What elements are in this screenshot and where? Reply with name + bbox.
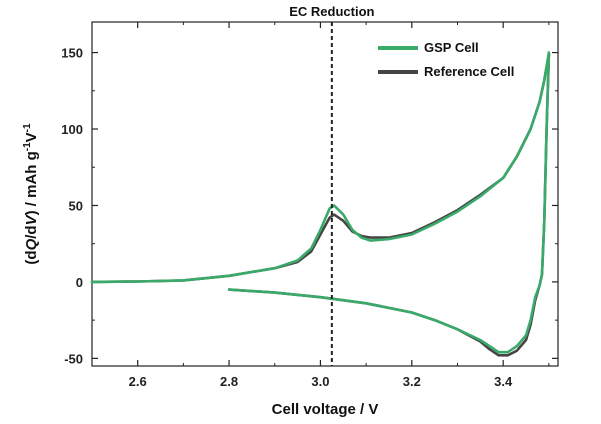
y-title-sup-1: -1 — [22, 142, 33, 151]
y-tick-label: 0 — [76, 275, 83, 290]
y-tick-label: -50 — [64, 351, 83, 366]
y-title-part-6: V — [23, 132, 40, 142]
x-axis-title: Cell voltage / V — [272, 401, 379, 418]
y-tick-label: 50 — [69, 198, 83, 213]
legend-label-reference: Reference Cell — [424, 64, 514, 79]
ec-reduction-label: EC Reduction — [289, 4, 374, 19]
y-title-part-4: V — [23, 213, 40, 225]
y-title-part-5: ) / mAh g — [23, 151, 40, 215]
x-tick-label: 3.4 — [494, 374, 513, 389]
plot-frame — [91, 21, 559, 367]
y-axis-title: (dQ/dV) / mAh g-1V-1 — [22, 123, 40, 265]
y-tick-label: 100 — [61, 122, 83, 137]
series-line-gsp-discharge — [227, 51, 551, 354]
series-line-reference-discharge — [227, 52, 551, 357]
y-title-part-3: /d — [23, 225, 40, 238]
y-tick-label: 150 — [61, 46, 83, 61]
axis-ticks: 2.6 2.8 3.0 3.2 3.4 -50 0 50 100 150 — [61, 22, 558, 389]
series-line-gsp-charge — [90, 51, 551, 284]
series-layer — [90, 51, 551, 357]
x-tick-label: 2.8 — [220, 374, 238, 389]
y-title-part-1: (d — [23, 250, 40, 264]
legend-label-gsp: GSP Cell — [424, 40, 479, 55]
x-tick-label: 3.0 — [311, 374, 329, 389]
y-title-sup-2: -1 — [22, 123, 33, 132]
x-tick-label: 3.2 — [403, 374, 421, 389]
y-title-part-2: Q — [23, 238, 40, 250]
x-tick-label: 2.6 — [129, 374, 147, 389]
legend: GSP Cell Reference Cell — [378, 40, 514, 79]
series-line-reference-charge — [90, 52, 551, 284]
